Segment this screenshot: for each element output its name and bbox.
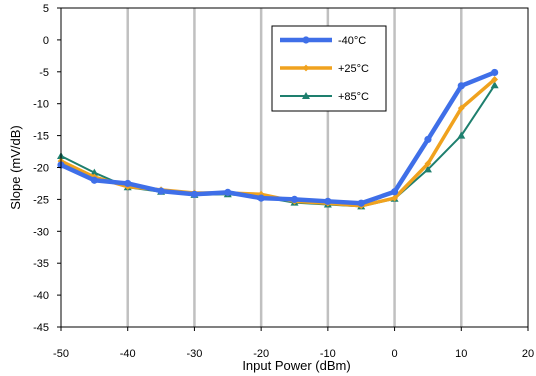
data-point — [90, 176, 98, 184]
series-layer — [57, 68, 499, 210]
data-point — [491, 68, 499, 77]
data-point — [190, 190, 199, 198]
x-tick-label: 0 — [392, 348, 398, 360]
x-tick-label: -40 — [120, 348, 136, 360]
data-point — [257, 194, 265, 202]
data-point — [157, 187, 165, 195]
legend-entry: -40°C — [280, 35, 366, 47]
data-point — [357, 199, 365, 207]
y-tick-label: 5 — [43, 3, 49, 15]
data-point — [391, 194, 398, 202]
data-point — [491, 76, 499, 83]
legend-marker — [302, 92, 310, 99]
data-point — [457, 104, 465, 112]
x-tick-label: -50 — [53, 348, 69, 360]
data-point — [423, 165, 432, 173]
legend-label: +85°C — [338, 91, 369, 103]
data-point — [324, 197, 332, 205]
legend-label: -40°C — [338, 35, 366, 47]
data-point — [390, 188, 399, 196]
data-point — [457, 82, 465, 90]
y-tick-label: 0 — [43, 35, 49, 47]
x-tick-label: 10 — [455, 348, 467, 360]
y-axis-title: Slope (mV/dB) — [8, 125, 23, 210]
data-point — [290, 195, 299, 203]
legend-entry: +25°C — [280, 63, 369, 75]
y-tick-label: -10 — [33, 99, 49, 111]
data-point — [457, 131, 466, 139]
axis-ticks: 5 0 -5 -10 -15 -20 -25 -30 -35 -40 -45 -50 -40 -30 -20… — [33, 3, 534, 360]
data-point — [490, 81, 499, 89]
x-tick-label: 20 — [522, 348, 534, 360]
y-tick-label: -30 — [33, 226, 49, 238]
legend-label: +25°C — [338, 63, 369, 75]
y-tick-label: -45 — [33, 322, 49, 334]
y-tick-label: -15 — [33, 131, 49, 143]
x-axis-title: Input Power (dBm) — [242, 358, 350, 373]
y-tick-label: -20 — [33, 163, 49, 175]
legend-entry: +85°C — [280, 91, 369, 103]
legend-marker — [302, 64, 310, 72]
x-tick-label: -10 — [320, 348, 336, 360]
y-tick-label: -5 — [39, 67, 49, 79]
data-point — [124, 179, 132, 188]
y-tick-label: -40 — [33, 290, 49, 302]
legend: -40°C +25°C +85°C — [271, 25, 387, 112]
data-point — [90, 168, 99, 176]
x-tick-label: -30 — [186, 348, 202, 360]
data-point — [224, 188, 232, 196]
legend-marker — [302, 36, 310, 44]
x-tick-label: -20 — [253, 348, 269, 360]
series-line — [60, 70, 496, 206]
series-1 — [57, 68, 499, 207]
data-point — [424, 135, 432, 144]
y-tick-label: -35 — [33, 258, 49, 270]
data-point — [424, 160, 432, 168]
y-tick-label: -25 — [33, 194, 49, 206]
